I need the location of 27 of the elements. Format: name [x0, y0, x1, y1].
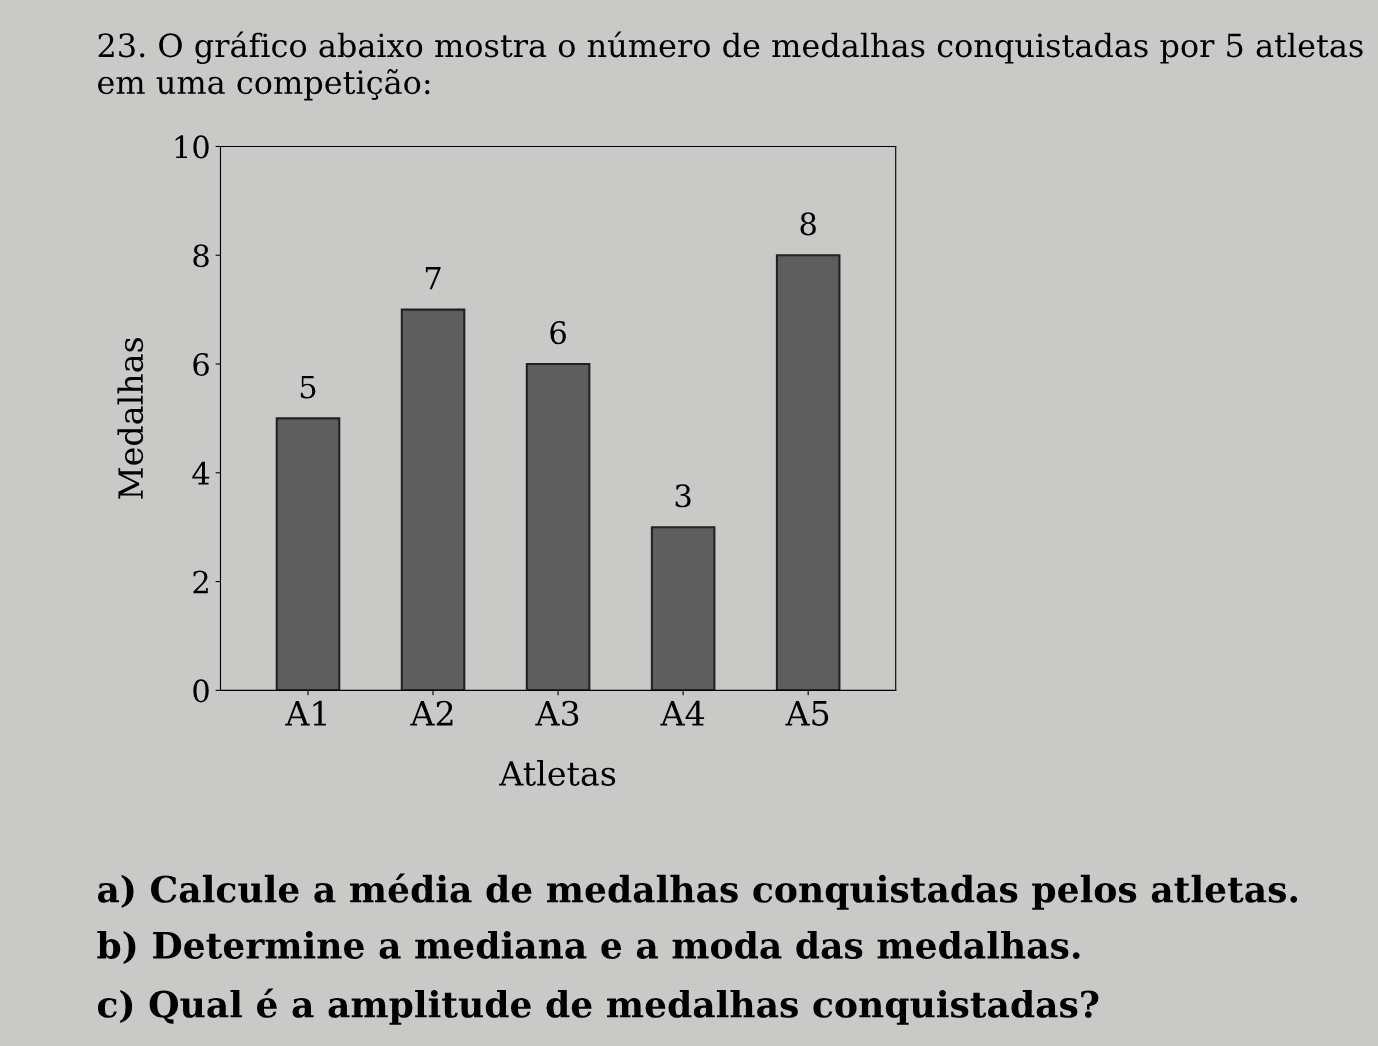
chart-title: 23. O gráfico abaixo mostra o número de medalhas conquistadas por 5 atletas em uma competição:	[98, 31, 1363, 101]
y-axis-title: Medalhas	[117, 338, 144, 499]
x-axis-title: Atletas	[499, 760, 616, 786]
y-tick-label: 2	[193, 570, 208, 594]
y-tick-label: 10	[175, 135, 209, 159]
x-tick-label: A3	[535, 700, 579, 726]
x-tick-label: A4	[660, 700, 705, 726]
bar	[525, 362, 591, 691]
text: c) Qual é a amplitude de medalhas conquistadas?	[97, 988, 1099, 1025]
y-tick-label: 0	[193, 679, 209, 703]
data-label: 6	[550, 321, 566, 345]
x-tick-label: A5	[785, 701, 829, 726]
data-label: 8	[800, 212, 816, 236]
bar	[400, 308, 466, 691]
y-tick-label: 6	[193, 352, 209, 377]
data-label: 5	[300, 375, 316, 399]
y-tick-label: 4	[192, 461, 210, 485]
y-tick-label: 8	[193, 244, 209, 268]
data-label: 3	[675, 484, 691, 508]
data-label: 7	[425, 267, 441, 290]
bar	[650, 526, 716, 691]
text: a) Calcule a média de medalhas conquistadas pelos atletas.	[97, 873, 1298, 910]
bar	[775, 254, 841, 691]
text: b) Determine a mediana e a moda das medalhas.	[97, 930, 1080, 964]
x-tick-label: A2	[410, 700, 453, 726]
x-tick-label: A1	[285, 700, 326, 726]
bar	[275, 417, 341, 691]
